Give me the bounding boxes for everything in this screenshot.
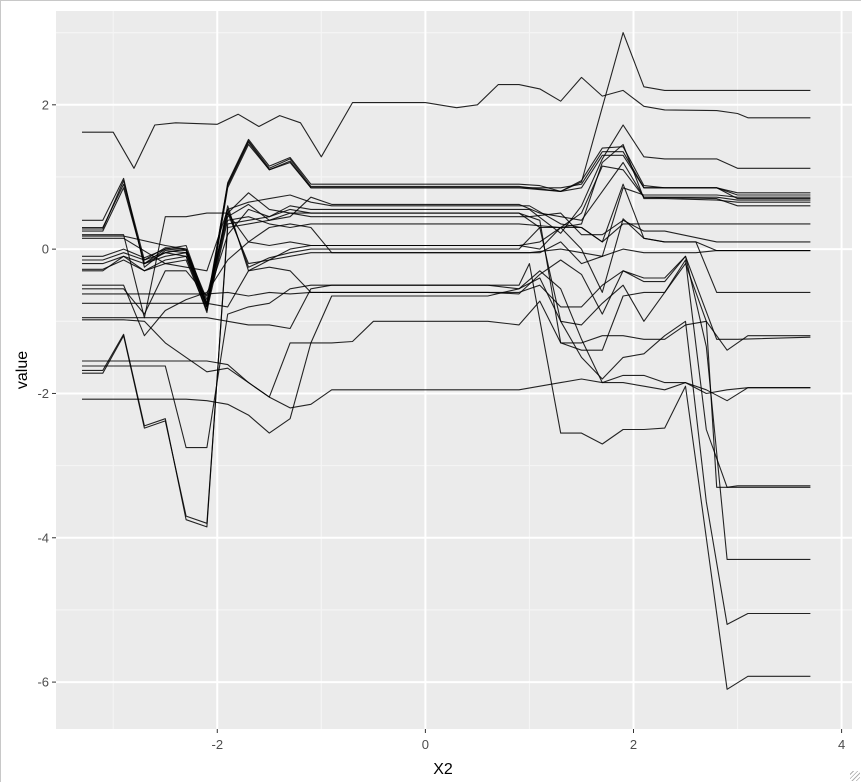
y-tick-label: -6	[37, 675, 49, 690]
plot-panel	[56, 11, 852, 729]
x-tick-label: 4	[838, 737, 845, 752]
series-line-s10	[82, 143, 811, 314]
x-tick-label: -2	[211, 737, 223, 752]
y-tick-label: -2	[37, 386, 49, 401]
y-axis: 2 0 -2 -4 -6	[37, 97, 56, 690]
series-line-s15	[82, 255, 811, 340]
series-line-s17	[82, 270, 811, 402]
series-line-s19	[82, 300, 811, 488]
series-line-s24	[82, 255, 811, 560]
series-line-s3	[82, 138, 811, 308]
series-line-s11	[82, 192, 811, 319]
series-line-s21	[82, 212, 811, 625]
x-axis: -2 0 2 4	[211, 729, 845, 752]
resize-grip[interactable]	[850, 771, 860, 781]
series-line-s7	[82, 165, 811, 306]
x-axis-title: X2	[433, 761, 453, 778]
y-tick-label: -4	[37, 530, 49, 545]
y-tick-label: 0	[42, 242, 49, 257]
y-tick-label: 2	[42, 97, 49, 112]
series-line-s16	[82, 263, 811, 351]
x-tick-label: 2	[630, 737, 637, 752]
x-tick-label: 0	[422, 737, 429, 752]
series-line-s22	[82, 263, 811, 690]
series-line-s8	[82, 187, 811, 308]
series-line-s1	[82, 76, 811, 169]
series-lines	[82, 32, 811, 690]
series-line-s18	[82, 360, 811, 409]
y-axis-title: value	[14, 351, 31, 389]
series-line-s23	[82, 161, 811, 308]
series-line-s14	[82, 212, 811, 315]
